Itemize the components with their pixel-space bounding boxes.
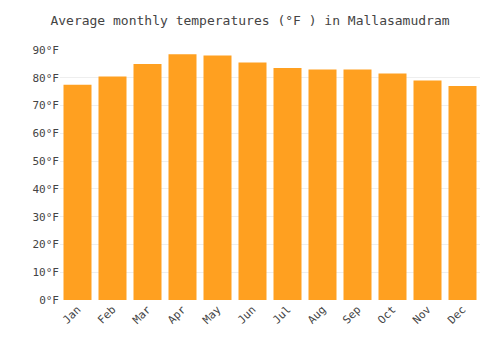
svg-text:80°F: 80°F xyxy=(33,72,60,85)
svg-text:May: May xyxy=(200,303,224,327)
svg-text:70°F: 70°F xyxy=(33,99,60,112)
svg-text:Mar: Mar xyxy=(130,303,154,327)
svg-text:30°F: 30°F xyxy=(33,211,60,224)
svg-text:Aug: Aug xyxy=(305,303,328,326)
svg-text:Jul: Jul xyxy=(270,303,293,326)
svg-text:20°F: 20°F xyxy=(33,238,60,251)
svg-text:Jun: Jun xyxy=(235,303,258,326)
svg-text:Apr: Apr xyxy=(165,303,189,327)
svg-text:Oct: Oct xyxy=(375,303,398,326)
svg-text:Sep: Sep xyxy=(340,303,363,326)
svg-text:60°F: 60°F xyxy=(33,127,60,140)
svg-text:Jan: Jan xyxy=(60,303,83,326)
svg-text:Nov: Nov xyxy=(410,303,434,327)
svg-text:Dec: Dec xyxy=(445,303,468,326)
svg-text:10°F: 10°F xyxy=(33,266,60,279)
svg-text:0°F: 0°F xyxy=(39,294,59,307)
svg-text:90°F: 90°F xyxy=(33,44,60,57)
svg-text:Feb: Feb xyxy=(95,303,118,326)
svg-text:Average monthly temperatures (: Average monthly temperatures (°F ) in Ma… xyxy=(50,13,449,28)
svg-text:40°F: 40°F xyxy=(33,183,60,196)
svg-text:50°F: 50°F xyxy=(33,155,60,168)
